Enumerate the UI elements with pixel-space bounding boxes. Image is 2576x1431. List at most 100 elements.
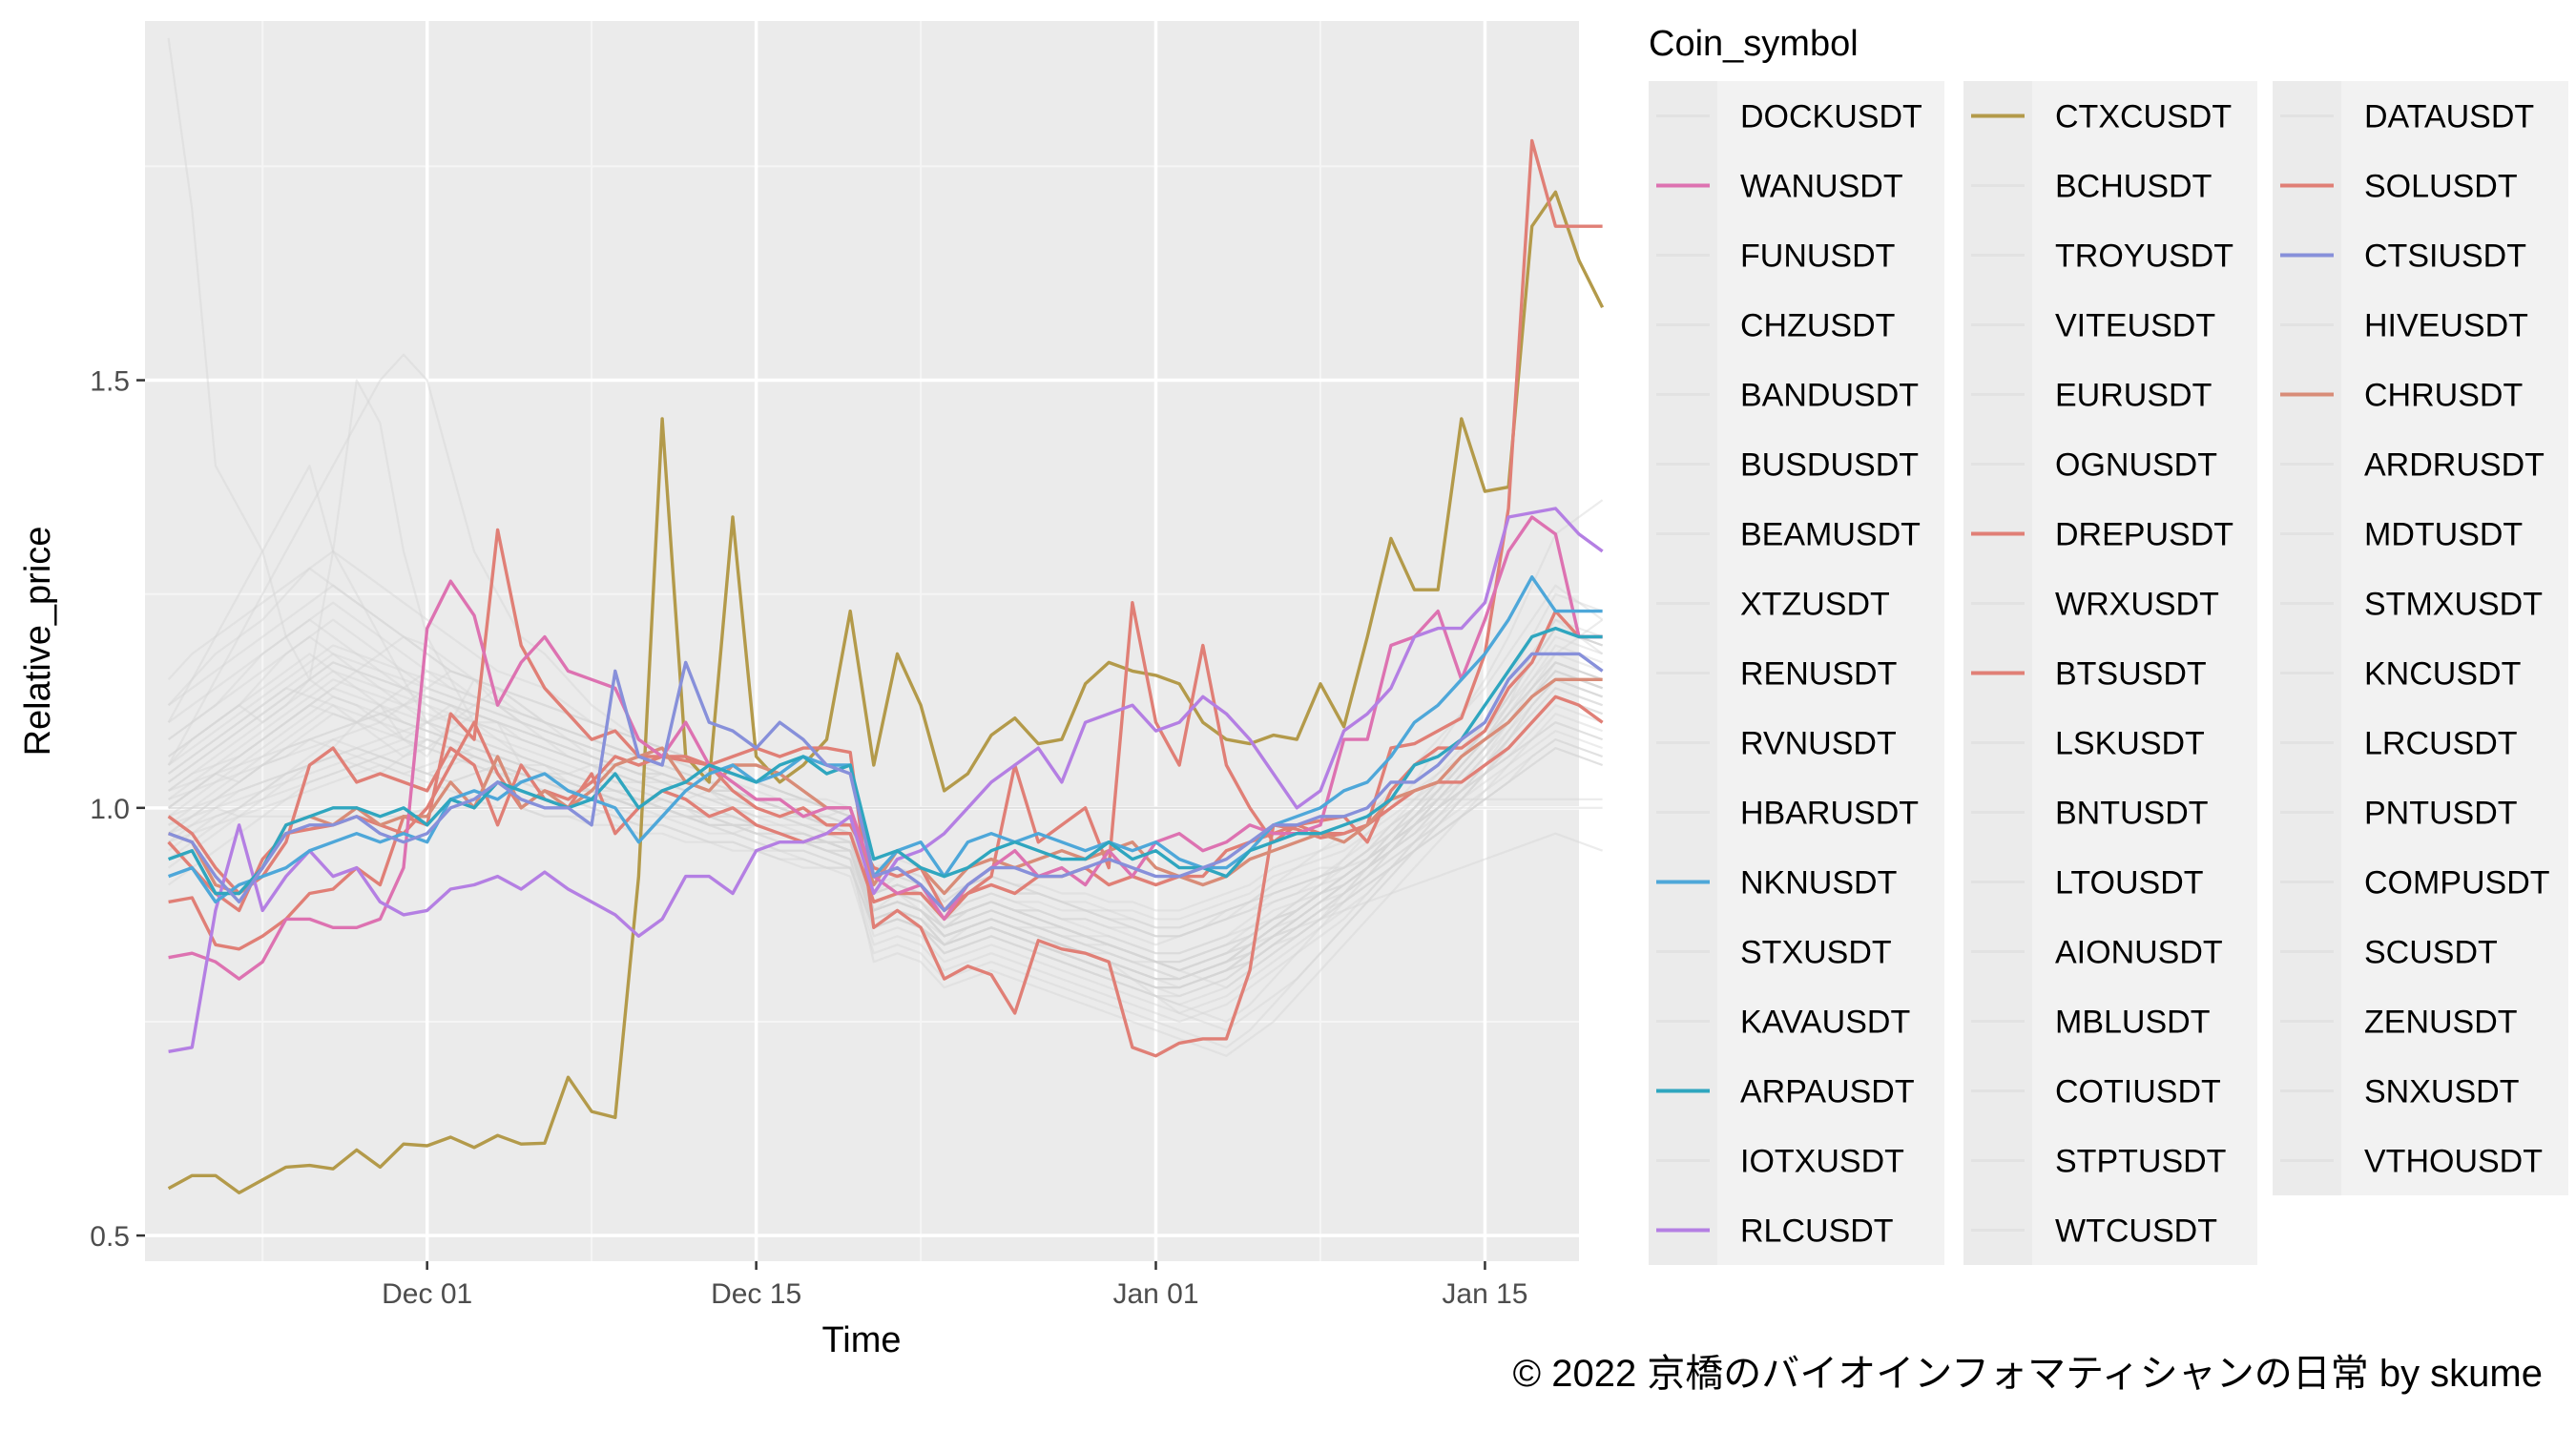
legend-label: KAVAUSDT	[1740, 1005, 1910, 1041]
series-layer	[167, 37, 1605, 1195]
legend-label: HIVEUSDT	[2364, 308, 2528, 344]
legend-label: IOTXUSDT	[1740, 1144, 1904, 1180]
x-tick-label: Dec 01	[382, 1278, 472, 1310]
series-line-iotxusdt	[167, 670, 1603, 1024]
legend-label: XTZUSDT	[1740, 587, 1890, 623]
legend-label: STXUSDT	[1740, 935, 1892, 971]
x-axis: Dec 01 Dec 15 Jan 01 Jan 15	[382, 1261, 1527, 1310]
legend-label: VITEUSDT	[2055, 308, 2215, 344]
series-line-troyusdt	[167, 653, 1603, 1015]
series-line-viteusdt	[167, 729, 1603, 989]
series-line-rlcusdt	[168, 507, 1604, 1053]
legend-label: TROYUSDT	[2055, 238, 2233, 275]
series-line-bntusdt	[168, 721, 1603, 929]
legend-label: ZENUSDT	[2364, 1005, 2518, 1041]
legend-label: PNTUSDT	[2364, 796, 2518, 832]
legend-label: CTXCUSDT	[2055, 99, 2232, 135]
legend-label: AIONUSDT	[2055, 935, 2223, 971]
series-line-pntusdt	[167, 670, 1603, 1057]
legend-label: BANDUSDT	[1740, 378, 1919, 414]
series-line-wtcusdt	[168, 678, 1603, 981]
legend-label: VTHOUSDT	[2364, 1144, 2543, 1180]
legend-label: SOLUSDT	[2364, 169, 2518, 205]
legend-label: HBARUSDT	[1740, 796, 1919, 832]
legend-label: FUNUSDT	[1740, 238, 1895, 275]
x-tick-label: Jan 01	[1112, 1278, 1198, 1310]
legend-label: OGNUSDT	[2055, 447, 2217, 484]
series-line-zenusdt	[167, 661, 1603, 989]
legend-label: EURUSDT	[2055, 378, 2212, 414]
y-axis-title: Relative_price	[18, 527, 58, 757]
x-tick-label: Dec 15	[711, 1278, 801, 1310]
legend-label: DOCKUSDT	[1740, 99, 1922, 135]
series-line-xtzusdt	[167, 670, 1603, 929]
legend-label: ARDRUSDT	[2364, 447, 2545, 484]
legend-label: MBLUSDT	[2055, 1005, 2210, 1041]
x-axis-title: Time	[821, 1320, 901, 1360]
legend-label: CHZUSDT	[1740, 308, 1895, 344]
legend-label: ARPAUSDT	[1740, 1074, 1915, 1110]
legend-label: MDTUSDT	[2364, 517, 2523, 553]
series-line-compusdt	[168, 763, 1603, 972]
grid-minor	[145, 21, 1579, 1261]
series-line-mblusdt	[167, 737, 1603, 989]
series-line-stptusdt	[168, 737, 1603, 989]
series-line-lrcusdt	[167, 661, 1603, 1006]
legend-label: BEAMUSDT	[1740, 517, 1921, 553]
series-line-ardrusdt	[167, 670, 1603, 981]
series-line-wrxusdt	[167, 721, 1603, 955]
legend-title: Coin_symbol	[1649, 24, 1859, 64]
series-line-bchusdt	[168, 721, 1603, 981]
legend-label: RVNUSDT	[1740, 726, 1897, 762]
legend-label: SCUSDT	[2364, 935, 2498, 971]
legend-label: DREPUSDT	[2055, 517, 2233, 553]
legend-label: CTSIUSDT	[2364, 238, 2526, 275]
series-line-stxusdt	[167, 353, 1603, 972]
legend-label: WTCUSDT	[2055, 1213, 2217, 1250]
legend-label: LRCUSDT	[2364, 726, 2518, 762]
series-line-arpausdt	[168, 626, 1603, 896]
series-line-mdtusdt	[167, 635, 1603, 989]
series-line-nknusdt	[168, 575, 1603, 904]
legend-label: WRXUSDT	[2055, 587, 2219, 623]
legend-label: STMXUSDT	[2364, 587, 2543, 623]
series-line-stmxusdt	[167, 592, 1603, 998]
legend-label: STPTUSDT	[2055, 1144, 2226, 1180]
series-line-ltousdt	[167, 618, 1603, 972]
legend-label: NKNUSDT	[1740, 865, 1897, 902]
series-line-wanusdt	[168, 515, 1603, 981]
plot-panel	[145, 21, 1579, 1261]
series-line-kavausdt	[168, 678, 1603, 1032]
legend-label: BNTUSDT	[2055, 796, 2209, 832]
legend-label: COMPUSDT	[2364, 865, 2550, 902]
legend: DOCKUSDT WANUSDT FUNUSDT CHZUSDT BANDUSDT BUS…	[1649, 81, 2568, 1265]
y-axis: 0.5 1.0 1.5	[90, 366, 145, 1253]
legend-label: BCHUSDT	[2055, 169, 2212, 205]
legend-label: KNCUSDT	[2364, 656, 2521, 693]
series-line-cotiusdt	[167, 635, 1603, 998]
y-tick-label: 0.5	[90, 1221, 130, 1253]
series-line-aionusdt	[167, 550, 1603, 989]
legend-label: BUSDUSDT	[1740, 447, 1919, 484]
legend-label: WANUSDT	[1740, 169, 1903, 205]
caption: © 2022 京橋のバイオインフォマティシャンの日常 by skume	[1513, 1353, 2543, 1395]
legend-label: RLCUSDT	[1740, 1213, 1894, 1250]
legend-label: DATAUSDT	[2364, 99, 2534, 135]
legend-label: LTOUSDT	[2055, 865, 2204, 902]
series-line-snxusdt	[167, 695, 1603, 1049]
series-line-dockusdt	[167, 37, 1604, 946]
legend-label: BTSUSDT	[2055, 656, 2207, 693]
series-line-beamusdt	[167, 670, 1603, 955]
series-line-scusdt	[167, 687, 1603, 1024]
series-line-vthousdt	[167, 627, 1603, 981]
x-tick-label: Jan 15	[1442, 1278, 1527, 1310]
legend-label: LSKUSDT	[2055, 726, 2205, 762]
series-line-kncusdt	[167, 670, 1603, 964]
series-line-ctxcusdt	[167, 190, 1605, 1195]
series-line-funusdt	[167, 465, 1604, 964]
legend-label: RENUSDT	[1740, 656, 1897, 693]
legend-label: CHRUSDT	[2364, 378, 2523, 414]
series-line-ctsiusdt	[168, 652, 1604, 913]
legend-label: COTIUSDT	[2055, 1074, 2221, 1110]
